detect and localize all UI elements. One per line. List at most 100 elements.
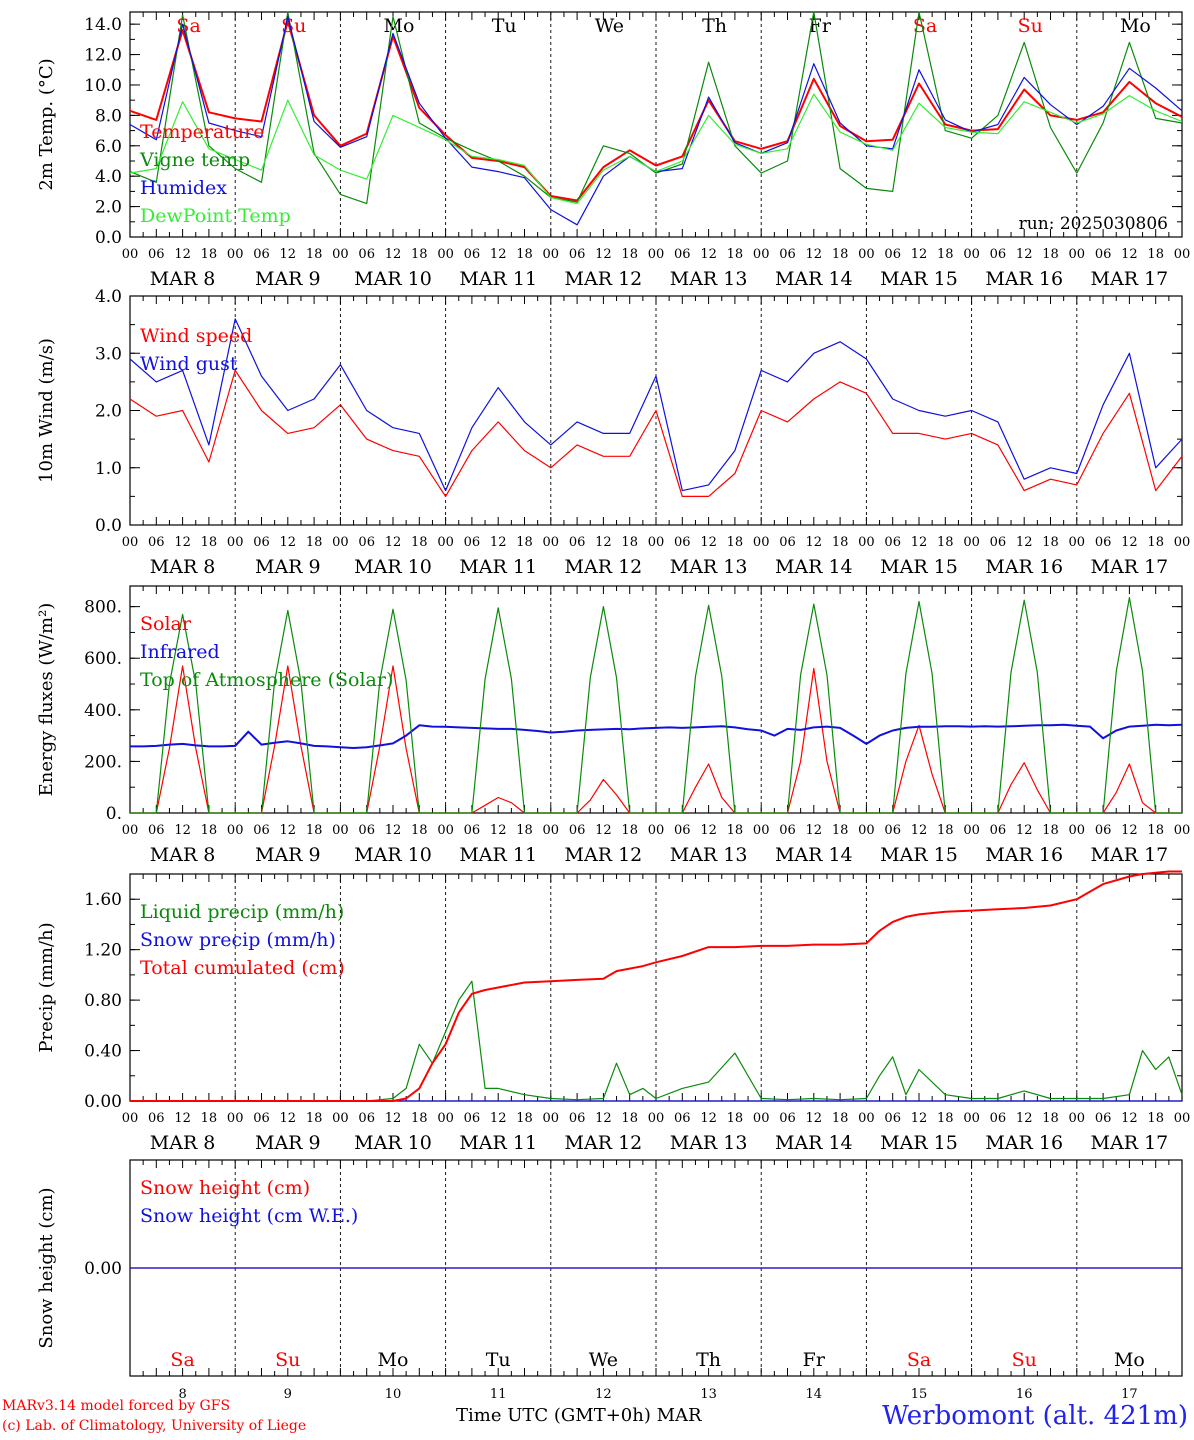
hour-label: 18 — [1147, 823, 1164, 838]
hour-label: 06 — [253, 1111, 270, 1126]
date-label: MAR 15 — [880, 844, 958, 866]
day-of-week-label: Mo — [384, 15, 415, 37]
hour-label: 18 — [727, 823, 744, 838]
hour-label: 00 — [1069, 247, 1086, 262]
hour-label: 06 — [253, 823, 270, 838]
series-line-infrared — [130, 723, 1183, 749]
panel-2: 0.0 1.0 2.0 3.0 4.0 10m Wind (m/s) 00 06 12 18 MAR… — [36, 287, 1190, 578]
legend-entry: Wind speed — [140, 325, 252, 347]
hour-label: 06 — [674, 1111, 691, 1126]
day-of-week-label: Tu — [486, 1349, 511, 1371]
series-line-wind-speed — [129, 369, 1183, 497]
day-of-week-label: Mo — [1120, 15, 1151, 37]
hour-label: 12 — [174, 823, 191, 838]
hour-label: 00 — [753, 247, 770, 262]
y-tick-label: 4.0 — [95, 287, 122, 307]
hour-label: 06 — [990, 535, 1007, 550]
hour-label: 18 — [621, 535, 638, 550]
hour-label: 12 — [280, 247, 297, 262]
legend-entry: Top of Atmosphere (Solar) — [140, 669, 393, 691]
hour-label: 12 — [806, 247, 823, 262]
hour-label: 12 — [490, 1111, 507, 1126]
hour-label: 06 — [674, 247, 691, 262]
y-axis-title: Snow height (cm) — [36, 1187, 57, 1348]
hour-label: 12 — [595, 1111, 612, 1126]
hour-label: 18 — [516, 247, 533, 262]
hour-label: 06 — [779, 1111, 796, 1126]
y-tick-label: 600. — [84, 649, 122, 669]
hour-label: 12 — [911, 535, 928, 550]
hour-label: 12 — [1121, 1111, 1138, 1126]
date-label: MAR 13 — [670, 268, 748, 290]
series-line-vigne-temp — [129, 11, 1183, 205]
day-of-week-label: Su — [1018, 15, 1043, 37]
date-label: MAR 17 — [1091, 844, 1169, 866]
day-of-week-label: Sa — [170, 1349, 194, 1371]
legend-entry: Humidex — [140, 177, 227, 199]
hour-label: 00 — [122, 535, 139, 550]
panel-1: 0.0 2.0 4.0 6.0 8.0 10.0 12.0 14.0 2m Temp. (°C)… — [36, 11, 1190, 290]
series-line-total-cumulated-cm — [130, 870, 1182, 1102]
station-name: Werbomont (alt. 421m) — [882, 1401, 1188, 1431]
date-label: MAR 17 — [1091, 1132, 1169, 1154]
hour-label: 18 — [832, 1111, 849, 1126]
legend-entry: DewPoint Temp — [140, 205, 291, 227]
hour-label: 06 — [148, 535, 165, 550]
hour-label: 18 — [1042, 535, 1059, 550]
day-number-label: 10 — [385, 1387, 402, 1402]
hour-label: 06 — [148, 1111, 165, 1126]
hour-label: 12 — [595, 535, 612, 550]
day-number-label: 17 — [1121, 1387, 1138, 1402]
date-label: MAR 8 — [150, 1132, 216, 1154]
day-number-label: 16 — [1016, 1387, 1033, 1402]
date-label: MAR 10 — [354, 844, 432, 866]
hour-label: 18 — [621, 247, 638, 262]
hour-label: 12 — [700, 823, 717, 838]
legend-entry: Infrared — [140, 641, 220, 663]
hour-label: 00 — [963, 1111, 980, 1126]
hour-label: 00 — [437, 247, 454, 262]
date-label: MAR 15 — [880, 556, 958, 578]
hour-label: 06 — [884, 1111, 901, 1126]
hour-label: 06 — [674, 535, 691, 550]
date-label: MAR 14 — [775, 1132, 853, 1154]
date-label: MAR 12 — [565, 1132, 643, 1154]
hour-label: 00 — [437, 535, 454, 550]
day-of-week-label: Sa — [913, 15, 937, 37]
hour-label: 18 — [306, 1111, 323, 1126]
hour-label: 00 — [858, 1111, 875, 1126]
y-tick-label: 0.00 — [84, 1092, 122, 1112]
hour-label: 18 — [201, 535, 218, 550]
hour-label: 18 — [411, 1111, 428, 1126]
day-number-label: 13 — [700, 1387, 717, 1402]
hour-label: 00 — [648, 247, 665, 262]
legend-entry: Temperature — [140, 121, 264, 143]
hour-label: 00 — [122, 247, 139, 262]
date-label: MAR 11 — [459, 268, 537, 290]
hour-label: 18 — [306, 247, 323, 262]
hour-label: 06 — [569, 535, 586, 550]
y-tick-label: 2.0 — [95, 402, 122, 422]
hour-label: 06 — [674, 823, 691, 838]
hour-label: 06 — [569, 247, 586, 262]
y-tick-label: 3.0 — [95, 344, 122, 364]
hour-label: 00 — [1174, 535, 1191, 550]
hour-label: 12 — [490, 535, 507, 550]
hour-label: 12 — [700, 535, 717, 550]
y-tick-label: 200. — [84, 752, 122, 772]
date-label: MAR 9 — [255, 844, 321, 866]
y-tick-label: 0.0 — [95, 228, 122, 248]
day-number-label: 8 — [178, 1387, 186, 1402]
hour-label: 12 — [1121, 823, 1138, 838]
hour-label: 18 — [201, 1111, 218, 1126]
hour-label: 06 — [990, 247, 1007, 262]
hour-label: 00 — [963, 247, 980, 262]
hour-label: 12 — [700, 1111, 717, 1126]
hour-label: 06 — [779, 535, 796, 550]
y-tick-label: 800. — [84, 598, 122, 618]
day-of-week-label: Fr — [809, 15, 832, 37]
date-label: MAR 10 — [354, 268, 432, 290]
y-tick-label: 6.0 — [95, 137, 122, 157]
hour-label: 12 — [280, 1111, 297, 1126]
